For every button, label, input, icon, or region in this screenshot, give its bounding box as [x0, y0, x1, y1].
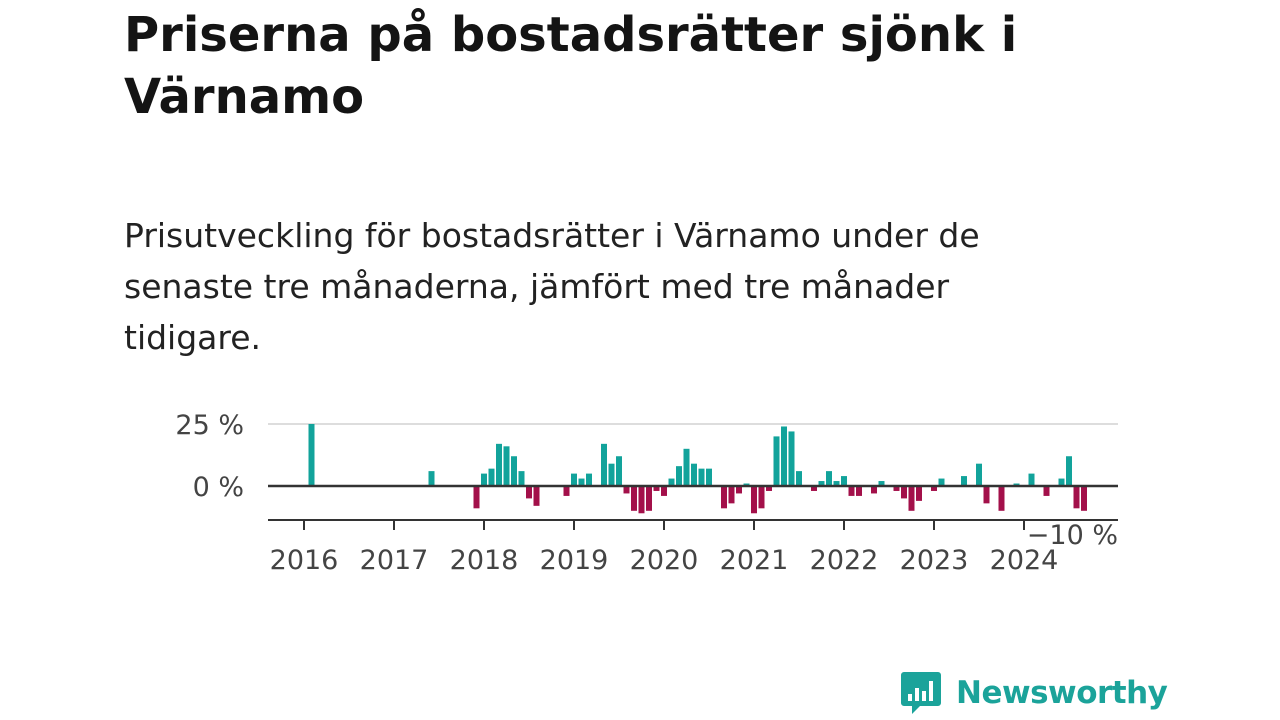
- bar: [428, 471, 435, 486]
- bar: [773, 436, 780, 486]
- bar: [788, 431, 795, 486]
- chart-title: Priserna på bostadsrätter sjönk i Värnam…: [124, 7, 1018, 125]
- bar: [818, 481, 825, 486]
- bar: [901, 486, 907, 499]
- bar: [908, 486, 915, 511]
- bar: [676, 466, 682, 486]
- bar: [646, 486, 652, 511]
- bar: [938, 478, 945, 486]
- bar: [1058, 478, 1065, 486]
- newsworthy-logo-icon: [901, 672, 941, 714]
- bar: [586, 473, 592, 486]
- x-tick-label: 2016: [270, 545, 339, 576]
- bar: [841, 476, 847, 486]
- bar: [976, 463, 982, 486]
- x-tick-label: 2024: [990, 545, 1059, 576]
- bar: [931, 486, 937, 491]
- bar: [563, 486, 570, 496]
- bar: [721, 486, 727, 509]
- bar: [623, 486, 630, 494]
- bar: [661, 486, 667, 496]
- x-tick-label: 2020: [630, 545, 699, 576]
- bar: [698, 468, 705, 486]
- bar: [578, 478, 585, 486]
- bar: [728, 486, 735, 504]
- bar: [796, 471, 802, 486]
- bar: [691, 463, 697, 486]
- y-tick-label: 0 %: [193, 472, 244, 503]
- bar: [916, 486, 922, 501]
- bar: [1081, 486, 1087, 511]
- bar: [668, 478, 675, 486]
- bar: [736, 486, 742, 494]
- bar: [833, 481, 840, 486]
- bar: [751, 486, 757, 514]
- bar: [1028, 473, 1035, 486]
- bar: [601, 443, 607, 486]
- x-tick-label: 2017: [360, 545, 429, 576]
- bar: [481, 473, 487, 486]
- x-tick-label: 2018: [450, 545, 519, 576]
- bar: [653, 486, 660, 491]
- x-tick-label: 2019: [540, 545, 609, 576]
- x-tick-label: 2023: [900, 545, 969, 576]
- bar: [983, 486, 990, 504]
- bar: [961, 476, 967, 486]
- bar: [511, 456, 517, 486]
- bar: [518, 471, 525, 486]
- axes: 25 % 0 % −10 % 2016 2017 2018 2019 2020 2021 2022…: [175, 410, 1118, 576]
- bars: [308, 424, 1087, 514]
- bar: [533, 486, 540, 506]
- bar: [1066, 456, 1072, 486]
- bar: [998, 486, 1005, 511]
- bar: [503, 446, 510, 486]
- bar: [608, 463, 615, 486]
- bar: [616, 456, 622, 486]
- bar: [473, 486, 480, 509]
- bar: [811, 486, 817, 491]
- bar: [308, 424, 315, 486]
- bar: [871, 486, 877, 494]
- bar: [706, 468, 712, 486]
- bar: [496, 443, 502, 486]
- bar: [488, 468, 495, 486]
- chart-subtitle: Prisutveckling för bostadsrätter i Värna…: [124, 216, 980, 357]
- bar: [683, 448, 690, 486]
- y-tick-label: −10 %: [1027, 520, 1118, 551]
- y-tick-label: 25 %: [175, 410, 244, 441]
- bar: [1043, 486, 1050, 496]
- bar: [638, 486, 645, 514]
- bar: [893, 486, 900, 491]
- bar: [766, 486, 772, 491]
- bar: [878, 481, 885, 486]
- bar: [826, 471, 832, 486]
- bar: [781, 426, 787, 486]
- bar: [758, 486, 765, 509]
- bar: [526, 486, 532, 499]
- bar: [856, 486, 862, 496]
- newsworthy-logo: Newsworthy: [900, 670, 1168, 716]
- bar: [631, 486, 637, 511]
- x-tick-label: 2021: [720, 545, 789, 576]
- x-tick-label: 2022: [810, 545, 879, 576]
- newsworthy-logo-text: Newsworthy: [956, 675, 1168, 711]
- bar: [571, 473, 577, 486]
- bar: [1073, 486, 1080, 509]
- bar: [848, 486, 855, 496]
